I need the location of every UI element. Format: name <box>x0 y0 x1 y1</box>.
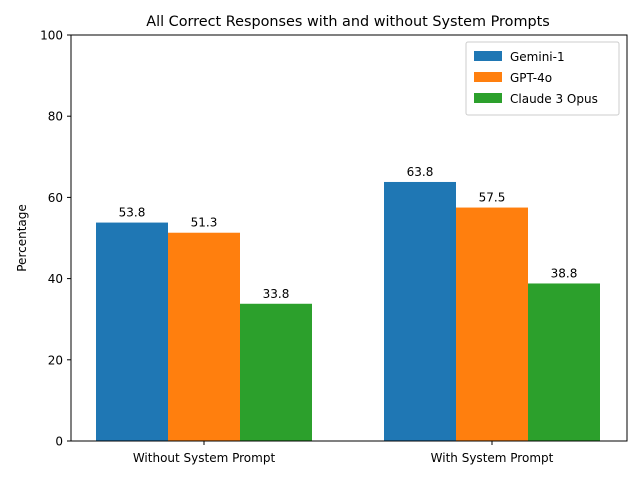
bar-claude-3-opus <box>240 303 312 441</box>
y-tick-label: 60 <box>48 191 63 205</box>
legend-label: Claude 3 Opus <box>510 92 598 106</box>
y-tick-label: 20 <box>48 353 63 367</box>
bar-value-label: 38.8 <box>551 266 578 280</box>
bar-value-labels: 53.8 63.8 51.3 57.5 33.8 38.8 <box>119 165 578 301</box>
bar-value-label: 57.5 <box>479 191 506 205</box>
bar-value-label: 63.8 <box>407 165 434 179</box>
legend-swatch <box>474 93 502 103</box>
bar-value-label: 53.8 <box>119 206 146 220</box>
bars-group <box>96 181 600 442</box>
legend-swatch <box>474 72 502 82</box>
legend-swatch <box>474 51 502 61</box>
y-axis-label: Percentage <box>15 204 29 272</box>
bar-gemini-1 <box>96 222 168 441</box>
legend-label: GPT-4o <box>510 71 552 85</box>
bar-claude-3-opus <box>528 283 600 441</box>
bar-gpt-4o <box>456 207 528 441</box>
x-tick-label: Without System Prompt <box>133 451 276 465</box>
legend-box <box>465 41 620 116</box>
bar-value-label: 33.8 <box>263 287 290 301</box>
y-tick-label: 80 <box>48 110 63 124</box>
chart-title: All Correct Responses with and without S… <box>146 14 550 30</box>
x-tick-label: With System Prompt <box>431 451 554 465</box>
bar-gpt-4o <box>168 232 240 441</box>
y-tick-label: 0 <box>55 435 63 449</box>
legend: Gemini-1 GPT-4o Claude 3 Opus <box>465 41 620 116</box>
x-axis-ticks: Without System Prompt With System Prompt <box>133 441 554 465</box>
bar-value-label: 51.3 <box>191 216 218 230</box>
y-tick-label: 40 <box>48 272 63 286</box>
plot-frame <box>70 34 628 442</box>
y-axis-ticks: 0 20 40 60 80 100 <box>40 29 71 449</box>
bar-gemini-1 <box>384 181 456 442</box>
y-tick-label: 100 <box>40 29 63 43</box>
legend-label: Gemini-1 <box>510 50 565 64</box>
